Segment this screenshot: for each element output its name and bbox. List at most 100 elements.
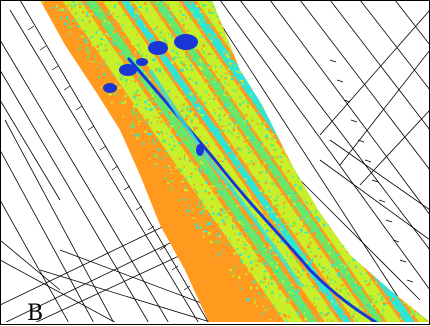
swath-speckle bbox=[293, 226, 295, 227]
swath-speckle bbox=[133, 19, 135, 22]
swath-speckle bbox=[414, 258, 415, 260]
swath-speckle bbox=[279, 121, 280, 123]
swath-speckle bbox=[383, 280, 386, 283]
swath-speckle bbox=[330, 144, 333, 146]
swath-speckle bbox=[155, 22, 158, 25]
swath-speckle bbox=[311, 259, 314, 261]
swath-speckle bbox=[139, 6, 142, 8]
swath-speckle bbox=[268, 217, 271, 219]
swath-speckle bbox=[152, 58, 155, 61]
swath-speckle bbox=[194, 15, 195, 18]
swath-speckle bbox=[241, 287, 242, 290]
swath-speckle bbox=[273, 62, 274, 64]
swath-speckle bbox=[229, 123, 231, 125]
swath-speckle bbox=[359, 244, 362, 247]
swath-speckle bbox=[253, 163, 255, 166]
swath-speckle bbox=[137, 44, 139, 47]
swath-speckle bbox=[94, 55, 96, 57]
swath-speckle bbox=[426, 281, 427, 284]
swath-speckle bbox=[181, 142, 182, 145]
swath-speckle bbox=[241, 141, 244, 144]
swath-speckle bbox=[200, 160, 202, 162]
swath-speckle bbox=[260, 162, 262, 165]
swath-speckle bbox=[280, 67, 282, 69]
swath-speckle bbox=[365, 184, 367, 187]
swath-speckle bbox=[182, 14, 185, 16]
swath-speckle bbox=[318, 167, 321, 169]
swath-speckle bbox=[288, 228, 289, 230]
swath-speckle bbox=[328, 313, 330, 314]
swath-speckle bbox=[144, 72, 145, 75]
swath-speckle bbox=[346, 166, 348, 168]
swath-speckle bbox=[259, 260, 262, 262]
swath-speckle bbox=[158, 11, 161, 12]
swath-speckle bbox=[286, 135, 288, 137]
swath-speckle bbox=[292, 176, 294, 177]
swath-speckle bbox=[79, 5, 81, 8]
swath-speckle bbox=[174, 167, 175, 169]
swath-speckle bbox=[214, 61, 215, 63]
swath-speckle bbox=[219, 118, 221, 121]
swath-speckle bbox=[244, 43, 247, 46]
swath-speckle bbox=[285, 152, 288, 155]
swath-speckle bbox=[389, 308, 391, 310]
swath-speckle bbox=[178, 89, 179, 91]
swath-speckle bbox=[313, 302, 314, 304]
swath-speckle bbox=[381, 296, 383, 299]
swath-speckle bbox=[306, 202, 308, 205]
swath-speckle bbox=[294, 203, 296, 205]
swath-speckle bbox=[223, 55, 225, 58]
swath-speckle bbox=[234, 65, 236, 68]
swath-speckle bbox=[272, 134, 275, 136]
swath-speckle bbox=[307, 311, 309, 313]
swath-speckle bbox=[331, 308, 333, 310]
swath-speckle bbox=[155, 110, 157, 112]
swath-speckle bbox=[404, 274, 405, 277]
swath-speckle bbox=[283, 212, 285, 214]
swath-speckle bbox=[327, 269, 329, 271]
swath-speckle bbox=[218, 254, 220, 255]
swath-speckle bbox=[212, 6, 215, 8]
swath-speckle bbox=[249, 87, 251, 88]
swath-speckle bbox=[300, 135, 303, 138]
depth-blob bbox=[174, 34, 198, 50]
swath-speckle bbox=[239, 127, 240, 129]
swath-speckle bbox=[345, 309, 347, 311]
swath-speckle bbox=[417, 281, 419, 283]
swath-speckle bbox=[365, 235, 366, 238]
swath-speckle bbox=[181, 184, 182, 186]
swath-speckle bbox=[174, 56, 177, 59]
swath-speckle bbox=[352, 198, 353, 200]
swath-speckle bbox=[355, 174, 357, 177]
swath-speckle bbox=[260, 89, 262, 92]
swath-speckle bbox=[252, 198, 254, 201]
swath-speckle bbox=[262, 79, 264, 81]
swath-speckle bbox=[353, 290, 356, 292]
swath-speckle bbox=[239, 30, 241, 33]
swath-speckle bbox=[239, 216, 242, 218]
swath-speckle bbox=[321, 311, 323, 313]
swath-speckle bbox=[277, 161, 280, 164]
swath-speckle bbox=[274, 148, 277, 150]
swath-speckle bbox=[335, 141, 338, 144]
swath-speckle bbox=[196, 226, 198, 229]
swath-speckle bbox=[302, 175, 304, 177]
swath-speckle bbox=[244, 72, 246, 74]
swath-speckle bbox=[251, 226, 253, 229]
swath-speckle bbox=[67, 11, 69, 13]
swath-speckle bbox=[224, 158, 226, 160]
swath-speckle bbox=[296, 201, 299, 203]
swath-speckle bbox=[343, 226, 345, 229]
swath-speckle bbox=[318, 263, 320, 266]
swath-speckle bbox=[176, 51, 178, 54]
swath-speckle bbox=[316, 178, 319, 180]
swath-speckle bbox=[297, 269, 298, 271]
swath-speckle bbox=[234, 2, 237, 4]
swath-speckle bbox=[75, 4, 77, 6]
swath-speckle bbox=[112, 75, 114, 76]
swath-speckle bbox=[401, 259, 403, 260]
swath-speckle bbox=[221, 192, 223, 194]
swath-speckle bbox=[238, 107, 241, 108]
swath-speckle bbox=[133, 100, 134, 102]
